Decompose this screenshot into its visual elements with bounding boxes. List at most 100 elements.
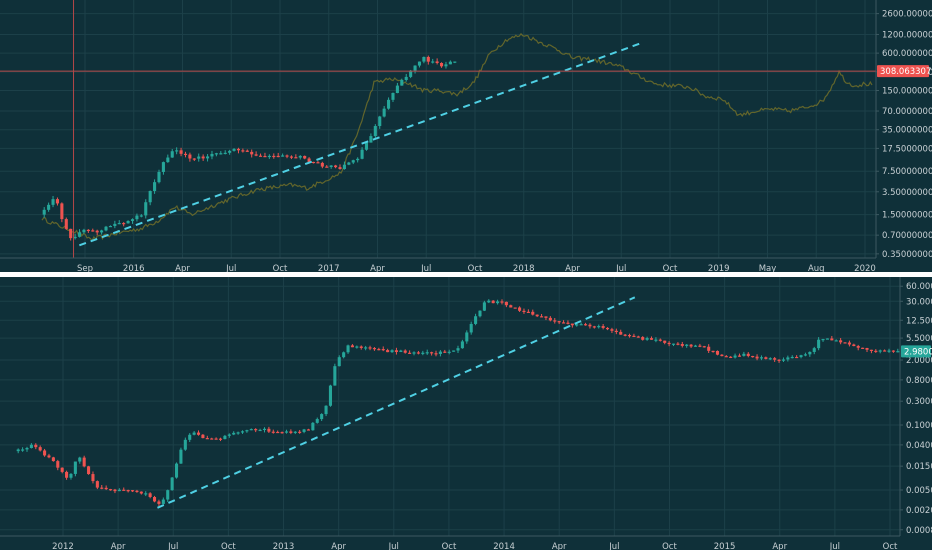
candle[interactable] [47,453,51,459]
candle[interactable] [346,344,350,354]
candle[interactable] [179,447,183,464]
candle[interactable] [148,492,152,499]
candle[interactable] [887,348,891,353]
candle[interactable] [166,489,170,503]
candle[interactable] [284,429,289,434]
candle[interactable] [87,465,91,475]
candle[interactable] [685,344,689,348]
candle[interactable] [311,161,316,164]
candle[interactable] [64,217,68,230]
candle[interactable] [693,344,698,347]
candle[interactable] [487,299,491,304]
candle[interactable] [280,431,284,434]
candle[interactable] [491,300,495,304]
candle[interactable] [360,147,364,160]
candle[interactable] [47,202,51,212]
candle[interactable] [667,341,671,347]
candle[interactable] [504,301,508,308]
candle[interactable] [387,97,391,110]
candle[interactable] [152,495,157,503]
candle[interactable] [610,327,614,334]
candle[interactable] [874,349,878,353]
candle[interactable] [122,487,126,491]
candle[interactable] [746,352,750,358]
candle[interactable] [438,350,442,357]
candle[interactable] [847,340,851,347]
candle[interactable] [236,147,241,154]
candle[interactable] [113,220,117,229]
candle[interactable] [325,165,329,168]
candle[interactable] [289,429,293,435]
candle[interactable] [263,152,267,158]
candle[interactable] [825,338,829,340]
candle[interactable] [131,489,135,493]
candle[interactable] [223,150,227,155]
candle[interactable] [236,431,240,435]
candle[interactable] [786,355,790,362]
candle[interactable] [232,148,236,152]
candle[interactable] [544,316,548,321]
candle[interactable] [562,320,566,324]
candle[interactable] [698,343,702,348]
candle[interactable] [161,497,165,505]
candle[interactable] [135,489,139,493]
candle[interactable] [285,154,289,159]
candle[interactable] [707,344,711,353]
candle[interactable] [73,461,77,477]
candle[interactable] [108,225,112,228]
candle[interactable] [522,308,526,314]
candle[interactable] [614,328,618,335]
candle[interactable] [400,78,404,86]
candle[interactable] [570,323,574,328]
candle[interactable] [856,344,860,351]
candle[interactable] [394,347,398,355]
candle[interactable] [364,142,369,151]
candle[interactable] [645,336,649,341]
candle[interactable] [293,431,297,435]
candle[interactable] [878,349,882,354]
candle[interactable] [166,154,170,163]
candle[interactable] [817,337,821,351]
candle[interactable] [157,169,161,184]
candle[interactable] [636,335,640,338]
candle[interactable] [210,150,214,160]
candle[interactable] [764,356,768,360]
candle[interactable] [328,384,332,407]
candle[interactable] [100,485,104,490]
candle[interactable] [399,349,403,353]
candle[interactable] [324,405,328,417]
candle[interactable] [408,350,412,354]
candle[interactable] [139,214,143,218]
candle[interactable] [416,350,420,355]
top-x-axis[interactable]: Sep 2016 Apr Jul Oct 2017 Apr Jul Oct 2018 Apr Jul O… [77,264,876,272]
candle[interactable] [65,470,69,480]
candle[interactable] [69,228,73,241]
candle[interactable] [540,313,544,318]
candle[interactable] [808,351,812,357]
candle[interactable] [29,443,33,449]
candle[interactable] [755,354,759,361]
candle[interactable] [482,300,486,312]
candle[interactable] [733,353,737,359]
candle[interactable] [443,349,447,353]
candle[interactable] [623,333,627,337]
candle[interactable] [852,343,856,347]
candle[interactable] [77,229,82,238]
candle[interactable] [206,154,210,162]
candle[interactable] [311,421,315,431]
candle[interactable] [566,320,570,325]
candle[interactable] [223,434,227,440]
candle[interactable] [60,467,64,474]
candle[interactable] [452,350,456,352]
candle[interactable] [240,430,245,434]
candle[interactable] [759,355,764,361]
candle[interactable] [435,58,439,65]
candle[interactable] [627,333,632,338]
candle[interactable] [144,199,148,219]
candle[interactable] [316,161,320,164]
candle[interactable] [161,161,165,175]
candle[interactable] [751,355,755,358]
